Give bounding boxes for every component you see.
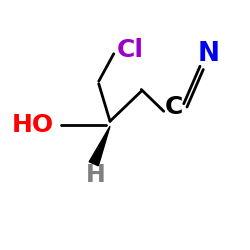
Polygon shape	[89, 126, 110, 166]
Text: C: C	[164, 96, 183, 120]
Text: Cl: Cl	[116, 38, 143, 62]
Text: N: N	[198, 41, 220, 67]
Text: HO: HO	[12, 113, 53, 137]
Text: H: H	[86, 163, 106, 187]
